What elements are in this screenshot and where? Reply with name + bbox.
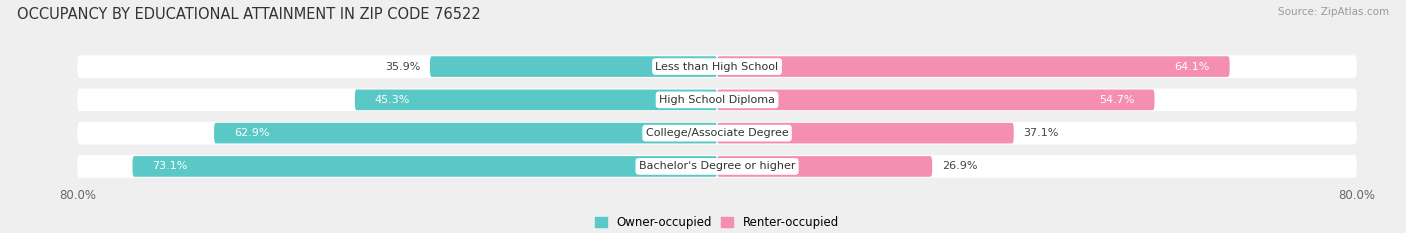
FancyBboxPatch shape xyxy=(77,55,1357,78)
Text: 62.9%: 62.9% xyxy=(233,128,270,138)
FancyBboxPatch shape xyxy=(77,155,1357,178)
FancyBboxPatch shape xyxy=(717,56,1230,77)
FancyBboxPatch shape xyxy=(214,123,717,144)
FancyBboxPatch shape xyxy=(77,122,1357,144)
FancyBboxPatch shape xyxy=(717,123,1014,144)
Text: 54.7%: 54.7% xyxy=(1099,95,1135,105)
Text: 37.1%: 37.1% xyxy=(1024,128,1059,138)
Text: High School Diploma: High School Diploma xyxy=(659,95,775,105)
FancyBboxPatch shape xyxy=(77,89,1357,111)
Text: 64.1%: 64.1% xyxy=(1174,62,1209,72)
Legend: Owner-occupied, Renter-occupied: Owner-occupied, Renter-occupied xyxy=(595,216,839,230)
FancyBboxPatch shape xyxy=(717,89,1154,110)
Text: Bachelor's Degree or higher: Bachelor's Degree or higher xyxy=(638,161,796,171)
Text: Less than High School: Less than High School xyxy=(655,62,779,72)
FancyBboxPatch shape xyxy=(354,89,717,110)
Text: 73.1%: 73.1% xyxy=(152,161,188,171)
Text: OCCUPANCY BY EDUCATIONAL ATTAINMENT IN ZIP CODE 76522: OCCUPANCY BY EDUCATIONAL ATTAINMENT IN Z… xyxy=(17,7,481,22)
FancyBboxPatch shape xyxy=(430,56,717,77)
Text: College/Associate Degree: College/Associate Degree xyxy=(645,128,789,138)
FancyBboxPatch shape xyxy=(717,156,932,177)
Text: 26.9%: 26.9% xyxy=(942,161,977,171)
Text: 45.3%: 45.3% xyxy=(375,95,411,105)
Text: 35.9%: 35.9% xyxy=(385,62,420,72)
FancyBboxPatch shape xyxy=(132,156,717,177)
Text: Source: ZipAtlas.com: Source: ZipAtlas.com xyxy=(1278,7,1389,17)
